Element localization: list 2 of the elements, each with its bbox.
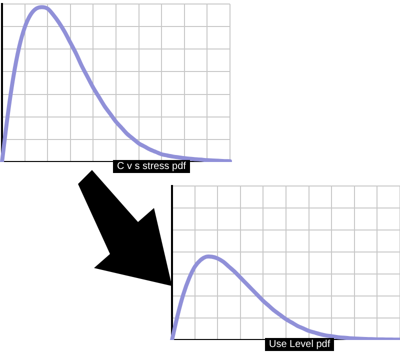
x-axis-title: Use Level pdf <box>265 338 334 351</box>
x-axis-title: C v s stress pdf <box>113 160 190 173</box>
